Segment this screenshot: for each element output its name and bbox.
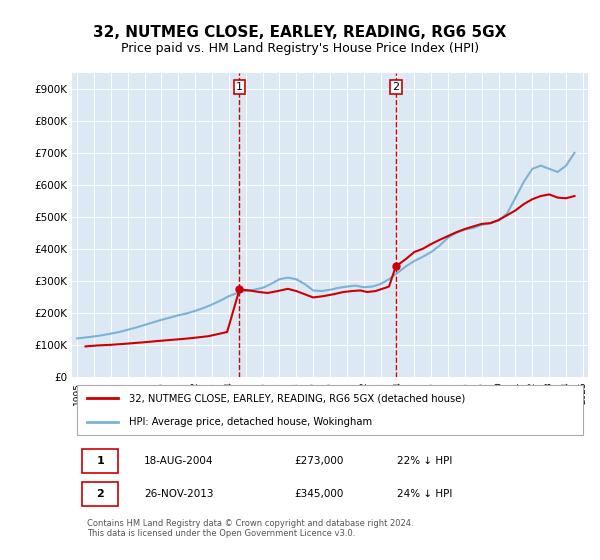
Text: £273,000: £273,000 bbox=[294, 456, 343, 466]
FancyBboxPatch shape bbox=[82, 449, 118, 473]
FancyBboxPatch shape bbox=[82, 482, 118, 506]
Text: 26-NOV-2013: 26-NOV-2013 bbox=[144, 489, 214, 499]
Text: Price paid vs. HM Land Registry's House Price Index (HPI): Price paid vs. HM Land Registry's House … bbox=[121, 42, 479, 55]
Text: HPI: Average price, detached house, Wokingham: HPI: Average price, detached house, Woki… bbox=[129, 417, 372, 427]
Text: Contains HM Land Registry data © Crown copyright and database right 2024.
This d: Contains HM Land Registry data © Crown c… bbox=[88, 519, 414, 538]
Text: 32, NUTMEG CLOSE, EARLEY, READING, RG6 5GX: 32, NUTMEG CLOSE, EARLEY, READING, RG6 5… bbox=[94, 25, 506, 40]
Text: 18-AUG-2004: 18-AUG-2004 bbox=[144, 456, 214, 466]
Text: 2: 2 bbox=[97, 489, 104, 499]
Text: 22% ↓ HPI: 22% ↓ HPI bbox=[397, 456, 452, 466]
Text: 1: 1 bbox=[97, 456, 104, 466]
Text: 32, NUTMEG CLOSE, EARLEY, READING, RG6 5GX (detached house): 32, NUTMEG CLOSE, EARLEY, READING, RG6 5… bbox=[129, 393, 465, 403]
Text: 1: 1 bbox=[236, 82, 243, 92]
FancyBboxPatch shape bbox=[77, 385, 583, 435]
Text: £345,000: £345,000 bbox=[294, 489, 343, 499]
Text: 24% ↓ HPI: 24% ↓ HPI bbox=[397, 489, 452, 499]
Text: 2: 2 bbox=[392, 82, 400, 92]
